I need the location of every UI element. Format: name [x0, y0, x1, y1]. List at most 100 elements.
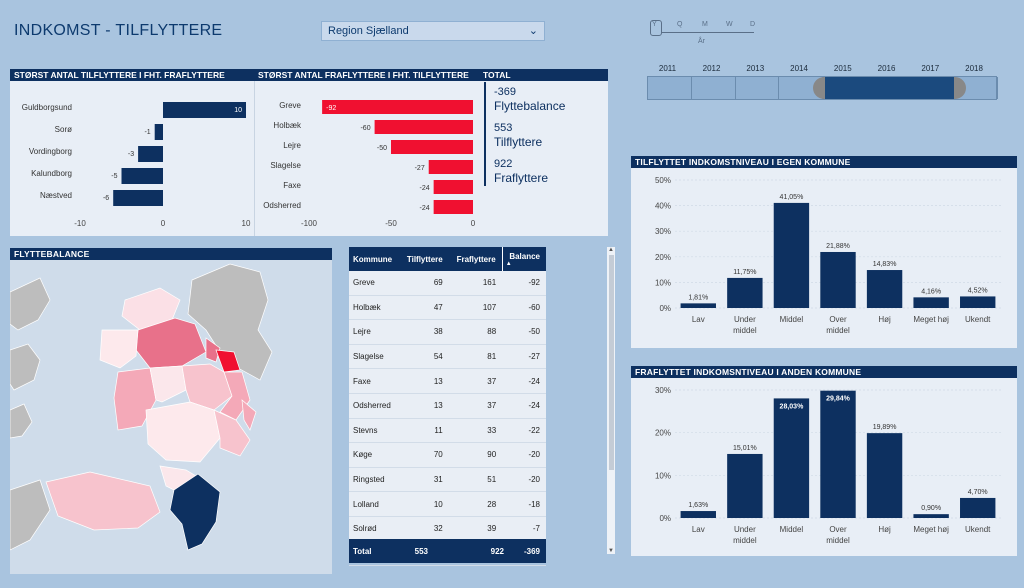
- map-region-ringsted[interactable]: [181, 363, 233, 411]
- granularity-option-m[interactable]: M: [702, 21, 708, 28]
- region-dropdown[interactable]: Region Sjælland ⌄: [321, 21, 545, 41]
- map-region-kalundborg[interactable]: [99, 329, 139, 369]
- table-header-balance[interactable]: Balance ▲: [501, 247, 546, 271]
- scroll-down-icon[interactable]: ▼: [608, 548, 614, 554]
- map-region-west-top[interactable]: [10, 277, 51, 331]
- cell-fraflyttere: 37: [448, 393, 503, 419]
- bar[interactable]: [820, 390, 856, 518]
- timeline-cell-2013[interactable]: [736, 77, 780, 99]
- timeline-year-2011[interactable]: 2011: [658, 64, 677, 73]
- granularity-option-d[interactable]: D: [750, 21, 756, 28]
- cell-tilflyttere: 69: [399, 271, 449, 296]
- cell-kommune: Solrød: [349, 516, 400, 542]
- map-region-west-south[interactable]: [10, 479, 51, 551]
- bar[interactable]: [913, 514, 949, 518]
- y-tick-label: 10%: [655, 278, 671, 287]
- cell-balance: -20: [502, 442, 546, 468]
- table-header-fraflyttere[interactable]: Fraflyttere: [448, 247, 503, 271]
- bar[interactable]: [121, 168, 164, 184]
- map-region-lejre[interactable]: [205, 337, 221, 363]
- timeline-cell-2012[interactable]: [692, 77, 736, 99]
- y-tick-label: 30%: [655, 227, 671, 236]
- map-region-greve[interactable]: [215, 349, 241, 373]
- timeline-cell-2018[interactable]: [954, 77, 998, 99]
- bar[interactable]: [374, 120, 473, 134]
- bar-value-label: 1,81%: [688, 294, 708, 301]
- granularity-option-q[interactable]: Q: [677, 21, 683, 28]
- bar[interactable]: [773, 202, 810, 308]
- bar[interactable]: [727, 453, 763, 518]
- map-region-lolland[interactable]: [45, 471, 161, 531]
- x-category-label: middel: [733, 536, 757, 545]
- bar[interactable]: [913, 297, 949, 308]
- y-tick-label: 10%: [655, 471, 671, 480]
- bar[interactable]: [433, 200, 473, 214]
- bar[interactable]: [866, 433, 903, 518]
- cell-fraflyttere: 88: [448, 319, 503, 345]
- timeline-slider[interactable]: [647, 76, 998, 100]
- timeline-year-2014[interactable]: 2014: [790, 64, 808, 73]
- bar[interactable]: [113, 190, 163, 206]
- timeline-year-2012[interactable]: 2012: [702, 64, 721, 73]
- table-row[interactable]: Odsherred 13 37 -24: [349, 393, 546, 419]
- bar[interactable]: [680, 511, 716, 518]
- bar[interactable]: [960, 296, 996, 308]
- bar[interactable]: [428, 160, 473, 174]
- table-header-tilflyttere[interactable]: Tilflyttere: [399, 247, 449, 271]
- timeline-cell-2011[interactable]: [648, 77, 692, 99]
- cell-kommune: Lejre: [349, 319, 400, 345]
- bar-category-label: Sorø: [55, 125, 72, 134]
- map-region-naestved[interactable]: [145, 401, 221, 463]
- timeline-year-2015[interactable]: 2015: [833, 64, 852, 73]
- flyttebalance-map[interactable]: [10, 260, 332, 574]
- table-row[interactable]: Lejre 38 88 -50: [349, 319, 546, 345]
- bar[interactable]: [727, 277, 763, 308]
- table-row[interactable]: Ringsted 31 51 -20: [349, 467, 546, 493]
- table-row[interactable]: Køge 70 90 -20: [349, 442, 546, 468]
- timeline-right-handle[interactable]: [954, 77, 966, 99]
- map-region-holbaek[interactable]: [135, 317, 207, 369]
- bar[interactable]: [680, 303, 716, 308]
- table-row[interactable]: Greve 69 161 -92: [349, 271, 546, 296]
- table-header-balance-label: Balance: [509, 251, 540, 261]
- table-row[interactable]: Slagelse 54 81 -27: [349, 344, 546, 370]
- timeline-year-2018[interactable]: 2018: [965, 64, 983, 73]
- bar[interactable]: [960, 497, 996, 518]
- granularity-option-w[interactable]: W: [726, 21, 733, 28]
- bar[interactable]: [138, 146, 163, 162]
- granularity-option-y[interactable]: Y: [652, 21, 657, 28]
- map-region-faxe[interactable]: [213, 409, 251, 457]
- bar[interactable]: [820, 251, 856, 308]
- timeline-year-2017[interactable]: 2017: [921, 64, 940, 73]
- table-row[interactable]: Lolland 10 28 -18: [349, 491, 546, 517]
- scroll-thumb[interactable]: [608, 255, 614, 470]
- page-title: INDKOMST - TILFLYTTERE: [14, 22, 223, 39]
- map-region-soroe[interactable]: [149, 365, 187, 403]
- scroll-up-icon[interactable]: ▲: [608, 247, 614, 253]
- bar[interactable]: [773, 398, 810, 518]
- timeline-year-2013[interactable]: 2013: [746, 64, 765, 73]
- bar[interactable]: [866, 270, 903, 308]
- timeline-left-handle[interactable]: [813, 77, 825, 99]
- table-row[interactable]: Faxe 13 37 -24: [349, 368, 546, 394]
- timeline-year-2016[interactable]: 2016: [877, 64, 896, 73]
- bar[interactable]: [391, 140, 473, 154]
- table-scrollbar[interactable]: ▲ ▼: [607, 247, 615, 554]
- map-region-west-low[interactable]: [10, 403, 33, 439]
- bar[interactable]: [163, 102, 246, 118]
- bar[interactable]: [322, 100, 473, 114]
- cell-fraflyttere: 161: [448, 271, 503, 296]
- table-row[interactable]: Holbæk 47 107 -60: [349, 295, 546, 321]
- table-row[interactable]: Stevns 11 33 -22: [349, 418, 546, 444]
- bar[interactable]: [433, 180, 473, 194]
- granularity-selected-box[interactable]: [650, 20, 662, 36]
- map-region-capital[interactable]: [187, 263, 273, 381]
- bar[interactable]: [154, 124, 163, 140]
- map-region-stevns[interactable]: [241, 399, 257, 431]
- table-row[interactable]: Solrød 32 39 -7: [349, 516, 546, 542]
- cell-kommune: Greve: [349, 271, 400, 296]
- map-region-west-mid[interactable]: [10, 343, 41, 391]
- cell-kommune: Slagelse: [349, 344, 400, 370]
- table-header-kommune[interactable]: Kommune: [349, 247, 400, 271]
- map-region-guldborgsund[interactable]: [169, 473, 221, 551]
